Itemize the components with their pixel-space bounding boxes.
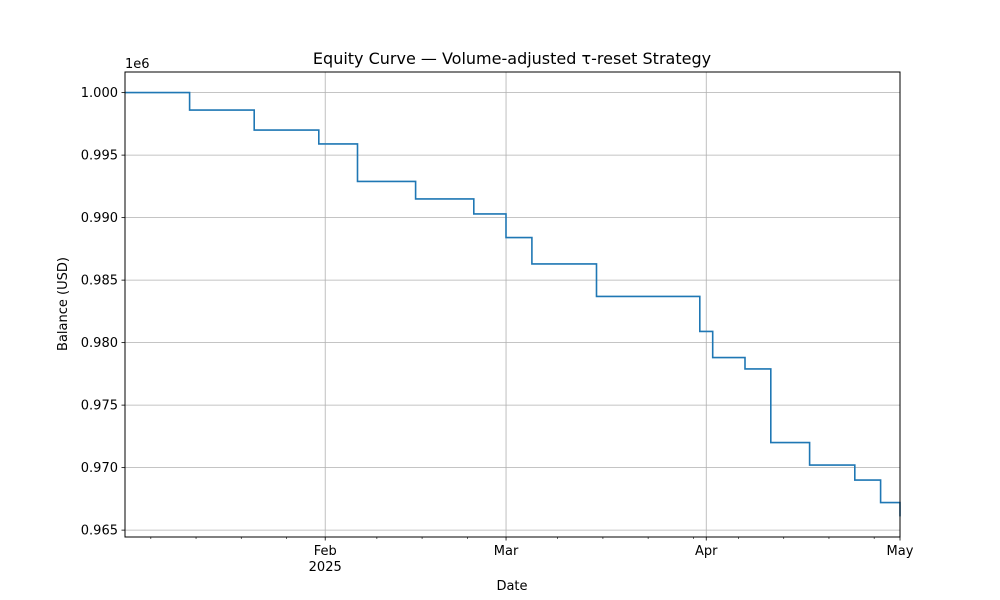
y-tick-label: 1.000 <box>81 86 118 101</box>
y-tick-label: 0.985 <box>81 274 118 289</box>
y-tick-label: 0.970 <box>81 461 118 476</box>
x-tick-label: Mar <box>494 544 519 559</box>
plot-frame <box>124 71 901 538</box>
x-tick-label: Apr <box>695 544 718 559</box>
y-axis-ticks: 0.965 0.970 0.975 0.980 0.985 0.990 0.995 1.000 <box>81 86 125 539</box>
y-offset-label: 1e6 <box>125 57 150 72</box>
y-tick-label: 0.965 <box>81 524 118 539</box>
x-tick-label: Feb <box>314 544 337 559</box>
y-tick-label: 0.975 <box>81 399 118 414</box>
series-layer <box>125 91 901 517</box>
x-axis-label: Date <box>496 579 527 594</box>
y-axis-label: Balance (USD) <box>56 257 71 351</box>
y-tick-label: 0.980 <box>81 336 118 351</box>
x-tick-sublabel: 2025 <box>309 560 342 575</box>
equity-step-line <box>125 91 901 517</box>
y-tick-label: 0.990 <box>81 211 118 226</box>
y-tick-label: 0.995 <box>81 149 118 164</box>
chart-title: Equity Curve — Volume-adjusted τ-reset S… <box>313 49 711 68</box>
x-tick-label: May <box>887 544 914 559</box>
